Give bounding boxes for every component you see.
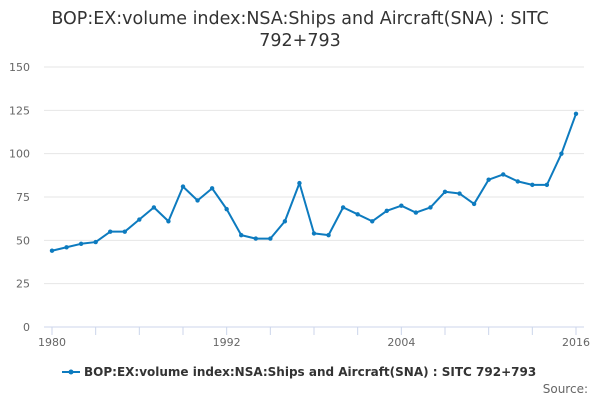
data-point bbox=[108, 229, 113, 234]
data-point bbox=[224, 206, 229, 212]
data-point bbox=[515, 179, 520, 184]
data-point bbox=[559, 151, 564, 156]
legend[interactable]: BOP:EX:volume index:NSA:Ships and Aircra… bbox=[62, 365, 536, 379]
data-point bbox=[413, 210, 419, 215]
data-point bbox=[311, 231, 317, 236]
data-point bbox=[355, 212, 360, 217]
data-point bbox=[297, 180, 302, 186]
y-tick-label: 25 bbox=[16, 278, 30, 291]
data-point bbox=[399, 203, 404, 208]
data-point bbox=[471, 201, 477, 207]
x-tick-label: 2004 bbox=[387, 336, 415, 349]
y-tick-label: 100 bbox=[9, 148, 30, 161]
y-tick-label: 50 bbox=[16, 234, 30, 247]
data-point bbox=[282, 219, 288, 224]
x-tick-label: 1980 bbox=[38, 336, 66, 349]
data-point bbox=[326, 232, 331, 238]
data-point bbox=[486, 177, 491, 182]
x-tick-label: 2016 bbox=[562, 336, 590, 349]
data-point bbox=[151, 205, 157, 210]
data-point bbox=[457, 191, 462, 196]
data-point bbox=[501, 172, 506, 177]
data-point bbox=[442, 189, 448, 194]
data-point bbox=[209, 186, 215, 191]
y-tick-label: 75 bbox=[16, 191, 30, 204]
data-point bbox=[180, 184, 186, 189]
data-point bbox=[340, 205, 346, 210]
data-point bbox=[370, 219, 375, 224]
data-point bbox=[64, 245, 69, 250]
data-point bbox=[573, 111, 579, 117]
data-point bbox=[428, 205, 433, 210]
data-point bbox=[268, 236, 273, 241]
data-point bbox=[49, 248, 55, 253]
data-point bbox=[166, 219, 171, 224]
data-point bbox=[253, 236, 258, 241]
data-point bbox=[78, 241, 84, 246]
data-point bbox=[239, 232, 244, 238]
data-point bbox=[93, 239, 98, 245]
legend-label: BOP:EX:volume index:NSA:Ships and Aircra… bbox=[84, 365, 537, 379]
y-tick-label: 125 bbox=[9, 104, 30, 117]
legend-line-icon bbox=[62, 369, 80, 375]
data-point bbox=[137, 217, 142, 222]
data-point bbox=[530, 182, 535, 188]
data-point bbox=[122, 229, 127, 234]
series-line bbox=[51, 113, 577, 252]
source-label: Source: bbox=[542, 382, 588, 396]
data-point bbox=[384, 208, 389, 214]
y-tick-label: 150 bbox=[9, 61, 30, 74]
x-tick-label: 1992 bbox=[213, 336, 241, 349]
data-point bbox=[544, 182, 550, 188]
data-point bbox=[195, 198, 200, 203]
y-tick-label: 0 bbox=[23, 321, 30, 334]
chart-title: BOP:EX:volume index:NSA:Ships and Aircra… bbox=[51, 9, 549, 51]
